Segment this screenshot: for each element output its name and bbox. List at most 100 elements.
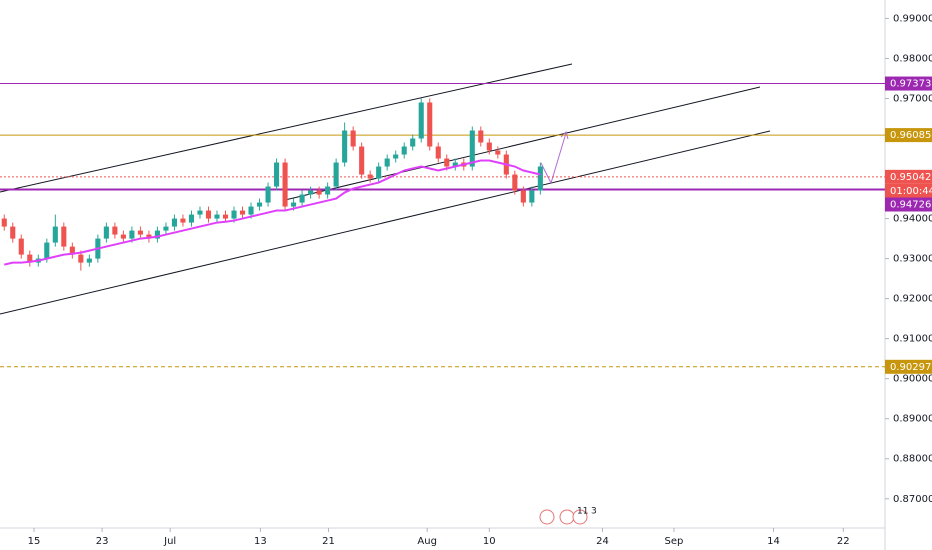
- price-tag: [885, 128, 932, 143]
- candle-body: [393, 154, 399, 159]
- countdown-tag: [885, 183, 932, 198]
- price-tag-label: 0.94726: [890, 200, 931, 211]
- price-tag-label: 0.97373: [890, 79, 931, 90]
- candle-body: [188, 214, 195, 223]
- y-tick-label: 0.92000: [893, 294, 932, 305]
- candle-body: [163, 226, 169, 231]
- candle-body: [376, 166, 382, 179]
- candle-body: [120, 234, 126, 239]
- candle-body: [146, 234, 152, 239]
- x-tick-label: Sep: [665, 536, 684, 547]
- x-tick-label: 24: [596, 536, 609, 547]
- candle-body: [367, 174, 373, 179]
- price-tag: [885, 359, 932, 374]
- candle-body: [103, 226, 109, 239]
- y-tick-label: 0.87000: [893, 494, 932, 505]
- x-tick-label: 22: [837, 536, 850, 547]
- channel-middle: [284, 86, 761, 201]
- projection-arrow: [540, 131, 569, 185]
- x-tick-label: 13: [254, 536, 267, 547]
- candle-body: [154, 230, 160, 239]
- candle-body: [274, 162, 280, 187]
- candle-body: [308, 190, 314, 195]
- y-tick-label: 0.99000: [893, 13, 932, 24]
- y-tick-label: 0.89000: [893, 414, 932, 425]
- moving-average: [4, 159, 541, 266]
- candle-body: [52, 226, 58, 243]
- x-tick-label: 10: [483, 536, 496, 547]
- x-tick-label: 23: [96, 536, 109, 547]
- event-count: 11: [577, 507, 588, 517]
- y-tick-label: 0.93000: [893, 254, 932, 265]
- arrow-path: [540, 132, 567, 185]
- candle-body: [112, 226, 118, 235]
- candle-body: [180, 218, 186, 223]
- candle-body: [359, 146, 365, 175]
- candle-body: [333, 162, 339, 187]
- event-icons: [539, 509, 588, 525]
- flag-icon: [572, 509, 588, 525]
- countdown-label: 01:00:44: [890, 186, 932, 197]
- y-tick-label: 0.97000: [893, 93, 932, 104]
- candle-body: [452, 162, 458, 167]
- candle-body: [256, 202, 263, 207]
- candle-body: [410, 138, 416, 147]
- y-tick-label: 0.91000: [893, 334, 932, 345]
- candle-body: [512, 174, 518, 191]
- price-tag-label: 0.95042: [890, 172, 931, 183]
- candle-body: [214, 214, 220, 219]
- candle-body: [316, 190, 322, 195]
- candle-body: [231, 210, 237, 219]
- candle-body: [61, 226, 67, 247]
- candle-body: [239, 210, 246, 215]
- y-tick-label: 0.90000: [893, 374, 932, 385]
- candle-body: [222, 214, 229, 219]
- candle-body: [427, 102, 433, 147]
- candle-body: [69, 246, 75, 255]
- x-tick-label: Aug: [417, 536, 437, 547]
- price-tag-label: 0.96085: [890, 130, 931, 141]
- x-tick-label: 14: [767, 536, 780, 547]
- candle-body: [129, 230, 135, 239]
- x-tick-label: Jul: [163, 536, 176, 547]
- candle-body: [299, 194, 305, 203]
- candle-body: [197, 210, 203, 215]
- candle-body: [325, 186, 331, 195]
- price-tag: [885, 197, 932, 212]
- candle-body: [171, 218, 177, 227]
- channel-upper: [0, 63, 573, 193]
- candle-body: [520, 190, 526, 203]
- candle-body: [444, 158, 450, 167]
- candle-body: [291, 202, 297, 207]
- candle-body: [495, 150, 501, 155]
- price-tag-label: 0.90297: [890, 362, 931, 373]
- candle-body: [537, 166, 543, 191]
- event-count: 3: [591, 507, 597, 517]
- channel-lower: [0, 130, 771, 315]
- candle-body: [1, 218, 7, 227]
- candle-body: [265, 186, 271, 203]
- candle-body: [248, 206, 254, 215]
- candle-body: [486, 142, 492, 151]
- price-tag: [885, 169, 932, 184]
- candle-body: [529, 190, 535, 203]
- x-tick-label: 15: [28, 536, 41, 547]
- candle-body: [27, 254, 33, 263]
- candle-body: [78, 254, 84, 263]
- candle-body: [469, 130, 475, 167]
- candle-body: [282, 162, 288, 207]
- candle-body: [18, 238, 24, 255]
- candle-body: [86, 258, 92, 263]
- y-tick-label: 0.94000: [893, 214, 932, 225]
- candle-body: [44, 242, 50, 259]
- candle-body: [401, 146, 407, 155]
- candle-body: [418, 102, 424, 139]
- y-tick-label: 0.98000: [893, 53, 932, 64]
- price-tag: [885, 76, 932, 91]
- candle-body: [350, 130, 356, 147]
- candle-body: [10, 226, 16, 239]
- flag-icon: [559, 509, 575, 525]
- candle-body: [205, 210, 212, 219]
- x-tick-label: 21: [322, 536, 335, 547]
